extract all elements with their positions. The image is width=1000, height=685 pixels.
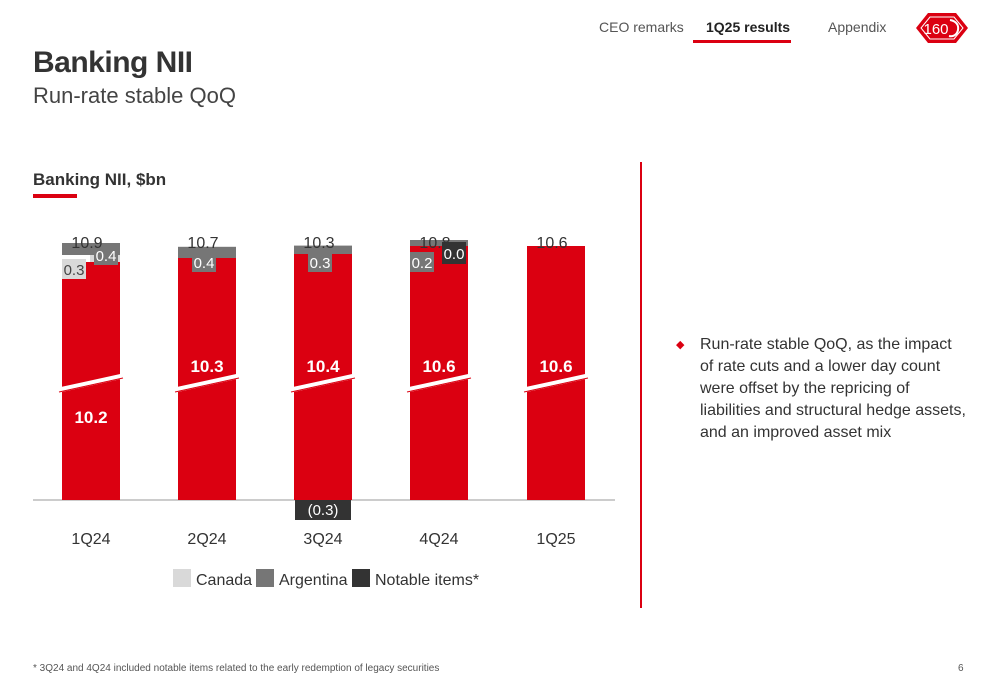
axis-break-edge: [406, 377, 472, 393]
bar-seg-argentina-4Q24: [410, 240, 468, 246]
canada-label: 0.3: [64, 262, 85, 279]
diamond-bullet-icon: ◆: [676, 339, 685, 351]
total-label-1Q24: 10.9: [71, 235, 102, 252]
argentina-label-box: [410, 252, 434, 272]
axis-break-edge: [523, 377, 589, 393]
argentina-label: 0.4: [96, 248, 117, 265]
commentary-bullet: ◆ Run-rate stable QoQ, as the impact of …: [676, 334, 966, 444]
legend-swatch-argentina: [256, 569, 274, 587]
argentina-label: 0.2: [412, 255, 433, 272]
bar-seg-notable-4Q24: [442, 242, 466, 264]
logo-text: 160: [923, 21, 948, 38]
axis-break-mark: [406, 373, 472, 393]
argentina-label-box: [192, 252, 216, 272]
total-label-1Q25: 10.6: [536, 235, 567, 252]
x-tick-label: 2Q24: [187, 531, 226, 548]
argentina-label-box: [94, 245, 118, 265]
bar-core-label: 10.4: [306, 357, 340, 376]
total-label-4Q24: 10.8: [419, 235, 450, 252]
bar-seg-argentina-3Q24: [294, 245, 352, 254]
page-number: 6: [958, 663, 964, 674]
legend-label: Notable items*: [375, 572, 479, 589]
axis-break-mark: [290, 373, 356, 393]
banking-nii-chart: 10.20.30.410.91Q2410.30.410.72Q2410.40.3…: [33, 235, 615, 589]
vertical-divider: [640, 162, 642, 608]
axis-break-edge: [290, 377, 356, 393]
legend-swatch-notableitems: [352, 569, 370, 587]
bar-core-4Q24: [410, 246, 468, 500]
notable-label: (0.3): [308, 502, 339, 519]
chart-title: Banking NII, $bn: [33, 170, 167, 189]
argentina-label: 0.3: [310, 255, 331, 272]
total-label-3Q24: 10.3: [303, 235, 334, 252]
bar-core-label: 10.6: [539, 357, 572, 376]
axis-break-edge: [58, 377, 124, 393]
nav-appendix[interactable]: Appendix: [828, 19, 887, 35]
argentina-label: 0.4: [194, 255, 215, 272]
x-tick-label: 1Q24: [71, 531, 110, 548]
legend-label: Canada: [196, 572, 252, 589]
nav-1q25-results[interactable]: 1Q25 results: [706, 19, 791, 35]
axis-break-mark: [523, 373, 589, 393]
total-label-2Q24: 10.7: [187, 235, 218, 252]
axis-break-edge: [174, 377, 240, 393]
x-tick-label: 4Q24: [419, 531, 458, 548]
bar-core-1Q25: [527, 246, 585, 500]
page-title: Banking NII: [33, 46, 193, 79]
chart-title-underline: [33, 194, 77, 198]
x-tick-label: 3Q24: [303, 531, 342, 548]
legend-swatch-canada: [173, 569, 191, 587]
notable-label: 0.0: [444, 246, 465, 263]
axis-break-mark: [58, 373, 124, 393]
footnote: * 3Q24 and 4Q24 included notable items r…: [33, 663, 440, 674]
bar-seg-notable-3Q24: [295, 500, 351, 520]
nav-ceo-remarks[interactable]: CEO remarks: [599, 19, 684, 35]
commentary-text: Run-rate stable QoQ, as the impact of ra…: [700, 336, 966, 441]
canada-label-box: [62, 259, 86, 279]
axis-break-mark: [174, 373, 240, 393]
argentina-label-box: [308, 252, 332, 272]
nav-active-underline: [693, 40, 791, 43]
anniversary-logo: 160: [916, 13, 968, 43]
page-subtitle: Run-rate stable QoQ: [33, 83, 236, 108]
legend-label: Argentina: [279, 572, 348, 589]
bar-core-label: 10.2: [74, 408, 107, 427]
bar-core-label: 10.6: [422, 357, 455, 376]
x-tick-label: 1Q25: [536, 531, 575, 548]
bar-core-label: 10.3: [190, 357, 223, 376]
